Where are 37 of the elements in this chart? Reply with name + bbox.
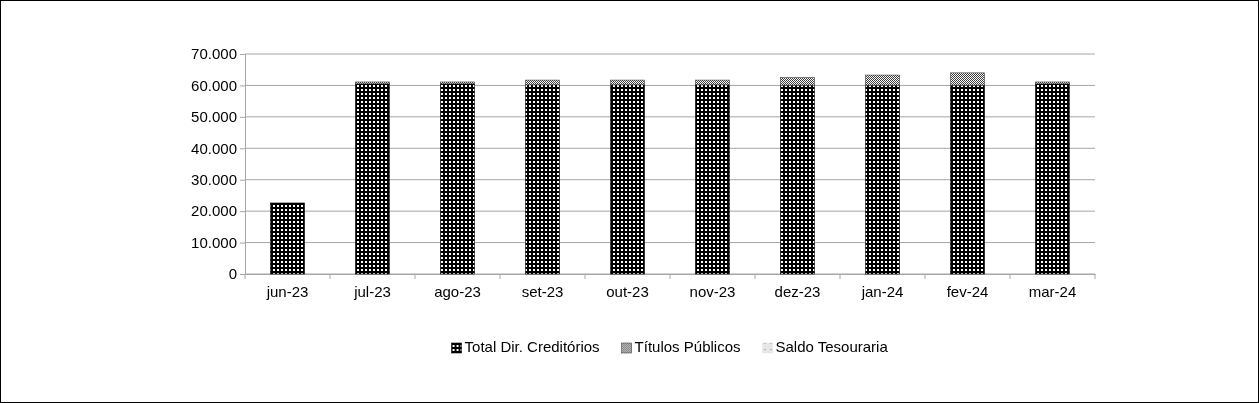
y-tick-label: 40.000: [191, 139, 237, 157]
x-tick-label: set-23: [521, 282, 564, 300]
bar: [355, 83, 390, 275]
bar: [525, 79, 560, 86]
x-tick-label: nov-23: [689, 282, 736, 300]
bar: [695, 84, 730, 275]
y-tick-label: 0: [228, 265, 237, 283]
bar: [525, 84, 560, 275]
x-tick-label: jul-23: [353, 282, 391, 300]
bar: [865, 84, 900, 275]
x-tick-label: out-23: [606, 282, 649, 300]
bar: [780, 84, 815, 275]
y-tick-label: 20.000: [191, 202, 237, 220]
x-tick-label: ago-23: [434, 282, 481, 300]
bar: [270, 202, 305, 275]
bar: [440, 83, 475, 275]
y-tick-label: 60.000: [191, 76, 237, 94]
y-tick-label: 50.000: [191, 108, 237, 126]
bar: [1035, 83, 1070, 275]
x-tick-label: fev-24: [946, 282, 989, 300]
bar: [610, 79, 645, 86]
y-tick-label: 10.000: [191, 233, 237, 251]
bar: [950, 72, 985, 86]
legend-label: Saldo Tesouraria: [775, 338, 889, 355]
bar: [780, 77, 815, 86]
bar: [950, 84, 985, 275]
x-tick-label: jan-24: [860, 282, 904, 300]
x-tick-label: jun-23: [265, 282, 309, 300]
x-tick-label: dez-23: [774, 282, 821, 300]
y-tick-label: 70.000: [191, 45, 237, 63]
bar: [610, 84, 645, 275]
bar: [695, 79, 730, 86]
y-tick-label: 30.000: [191, 171, 237, 189]
legend-label: Títulos Públicos: [634, 338, 741, 355]
legend-label: Total Dir. Creditórios: [464, 338, 600, 355]
x-tick-label: mar-24: [1028, 282, 1077, 300]
bar: [865, 74, 900, 86]
